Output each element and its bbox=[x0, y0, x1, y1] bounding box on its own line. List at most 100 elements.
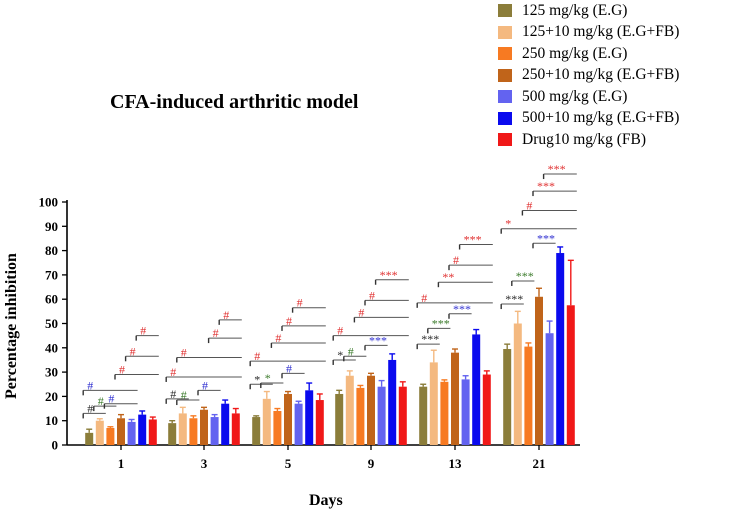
legend-swatch bbox=[498, 111, 512, 125]
legend-swatch bbox=[498, 47, 512, 61]
significance-label: *** bbox=[432, 316, 450, 330]
y-tick-label: 60 bbox=[45, 292, 58, 307]
legend-item: 250 mg/kg (E.G) bbox=[498, 43, 679, 65]
y-tick-label: 100 bbox=[39, 195, 59, 210]
significance-label: *** bbox=[516, 269, 534, 283]
significance-label: # bbox=[526, 199, 532, 213]
bar bbox=[482, 374, 491, 445]
significance-label: # bbox=[453, 253, 459, 267]
significance-label: # bbox=[181, 346, 187, 360]
significance-label: # bbox=[130, 344, 136, 358]
bar bbox=[398, 386, 407, 445]
bar bbox=[178, 413, 187, 445]
bar bbox=[315, 400, 324, 445]
y-tick-label: 20 bbox=[45, 389, 58, 404]
x-tick-label: 13 bbox=[449, 456, 463, 471]
bar bbox=[252, 417, 261, 445]
bar bbox=[262, 398, 271, 445]
significance-label: *** bbox=[380, 268, 398, 282]
significance-label: # bbox=[286, 314, 292, 328]
legend-item: 500+10 mg/kg (E.G+FB) bbox=[498, 108, 679, 130]
y-tick-label: 70 bbox=[45, 267, 58, 282]
significance-label: # bbox=[358, 305, 364, 319]
legend-swatch bbox=[498, 68, 512, 82]
significance-label: *** bbox=[548, 162, 566, 176]
significance-label: # bbox=[337, 324, 343, 338]
bar bbox=[148, 419, 157, 445]
legend-swatch bbox=[498, 4, 512, 18]
legend-item: 125 mg/kg (E.G) bbox=[498, 0, 679, 22]
significance-label: # bbox=[108, 392, 114, 406]
legend-label: 125+10 mg/kg (E.G+FB) bbox=[522, 23, 680, 41]
bar bbox=[356, 387, 365, 445]
significance-label: # bbox=[213, 326, 219, 340]
bar bbox=[377, 386, 386, 445]
bar bbox=[367, 375, 375, 445]
bar bbox=[440, 381, 449, 445]
significance-label: # bbox=[202, 378, 208, 392]
x-tick-label: 3 bbox=[201, 456, 208, 471]
x-tick-label: 21 bbox=[533, 456, 546, 471]
legend-swatch bbox=[498, 25, 512, 39]
bar bbox=[566, 305, 575, 445]
bar bbox=[524, 346, 533, 445]
legend-label: 250+10 mg/kg (E.G+FB) bbox=[522, 66, 680, 84]
x-tick-label: 1 bbox=[118, 456, 125, 471]
bar bbox=[106, 427, 115, 445]
bar bbox=[335, 393, 344, 445]
significance-label: # bbox=[223, 308, 229, 322]
significance-label: ** bbox=[442, 270, 454, 284]
significance-label: *** bbox=[537, 179, 555, 193]
bar bbox=[419, 386, 428, 445]
bar bbox=[168, 423, 177, 445]
significance-label: # bbox=[119, 363, 125, 377]
bar bbox=[305, 390, 314, 445]
bar bbox=[210, 417, 219, 445]
significance-label: *** bbox=[537, 231, 555, 245]
y-tick-label: 40 bbox=[45, 340, 58, 355]
y-axis-title: Percentage inhibition bbox=[3, 253, 20, 399]
significance-label: # bbox=[286, 361, 292, 375]
legend-label: Drug10 mg/kg (FB) bbox=[522, 130, 646, 148]
legend-label: 500+10 mg/kg (E.G+FB) bbox=[522, 109, 680, 127]
legend: 125 mg/kg (E.G) 125+10 mg/kg (E.G+FB) 25… bbox=[498, 0, 679, 151]
bar bbox=[138, 414, 147, 445]
significance-label: # bbox=[181, 388, 187, 402]
legend-item: 500 mg/kg (E.G) bbox=[498, 86, 679, 108]
y-tick-label: 80 bbox=[45, 243, 58, 258]
significance-label: # bbox=[254, 349, 260, 363]
bar bbox=[535, 296, 543, 445]
bar bbox=[472, 334, 481, 445]
significance-label: # bbox=[98, 394, 104, 408]
bar bbox=[556, 253, 565, 445]
significance-label: # bbox=[87, 401, 93, 415]
significance-label: # bbox=[170, 365, 176, 379]
significance-label: *** bbox=[369, 333, 387, 347]
bar bbox=[273, 410, 282, 445]
bar bbox=[503, 349, 512, 445]
bar bbox=[284, 393, 292, 445]
significance-label: # bbox=[140, 324, 146, 338]
bar bbox=[221, 403, 230, 445]
chart-title: CFA-induced arthritic model bbox=[110, 91, 359, 113]
significance-label: # bbox=[421, 291, 427, 305]
significance-label: # bbox=[275, 331, 281, 345]
legend-swatch bbox=[498, 90, 512, 104]
bar bbox=[294, 403, 303, 445]
x-tick-label: 5 bbox=[285, 456, 292, 471]
legend-label: 125 mg/kg (E.G) bbox=[522, 1, 628, 19]
significance-label: * bbox=[505, 217, 511, 231]
legend-label: 500 mg/kg (E.G) bbox=[522, 87, 628, 105]
bar bbox=[545, 333, 554, 445]
x-tick-label: 9 bbox=[368, 456, 375, 471]
significance-label: * bbox=[337, 348, 343, 362]
bar bbox=[513, 323, 522, 445]
significance-label: # bbox=[369, 288, 375, 302]
significance-label: *** bbox=[421, 332, 439, 346]
y-tick-label: 0 bbox=[52, 438, 59, 453]
significance-label: # bbox=[170, 387, 176, 401]
legend-item: Drug10 mg/kg (FB) bbox=[498, 129, 679, 151]
significance-label: *** bbox=[505, 292, 523, 306]
y-tick-label: 90 bbox=[45, 219, 58, 234]
